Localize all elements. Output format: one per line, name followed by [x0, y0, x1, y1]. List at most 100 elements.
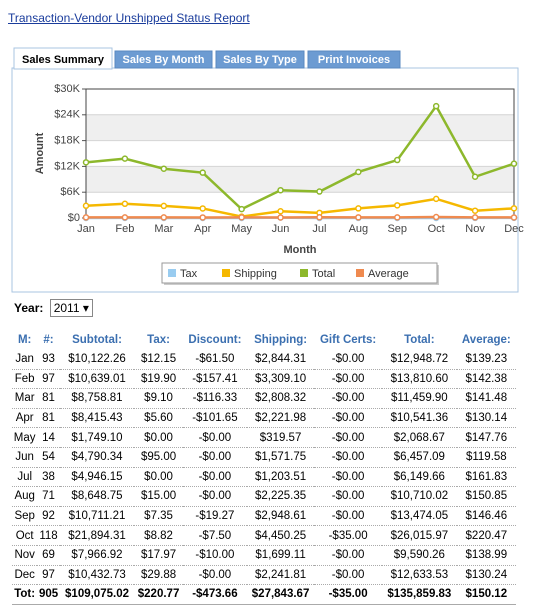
cell: $2,808.32: [247, 388, 315, 409]
cell: $119.58: [456, 447, 516, 468]
cell: $15.00: [134, 486, 183, 507]
point: [160, 202, 168, 210]
cell: -$101.65: [182, 408, 247, 429]
cell: -$0.00: [182, 427, 247, 448]
cell: $13,810.60: [382, 369, 457, 390]
cell: -$0.00: [314, 467, 383, 488]
cell: $3,309.10: [247, 369, 315, 390]
cell: $147.76: [456, 427, 516, 448]
legend-label: Tax: [180, 268, 198, 280]
cell: $0.00: [134, 467, 183, 488]
tab-label[interactable]: Sales By Month: [123, 54, 205, 66]
point: [471, 214, 479, 221]
tab-label[interactable]: Sales Summary: [22, 54, 105, 66]
cell: $0.00: [134, 427, 183, 448]
cell: $29.88: [134, 565, 183, 586]
year-selector: Year: 2011 ▾: [14, 299, 93, 317]
cell: $19.90: [134, 369, 183, 390]
x-tick-label: Oct: [428, 223, 445, 235]
cell: Feb: [12, 369, 38, 390]
total-cell: $220.77: [134, 584, 183, 605]
legend-swatch: [222, 269, 230, 277]
point: [355, 168, 362, 176]
point: [432, 195, 440, 203]
legend: [161, 262, 438, 284]
cell: $10,639.01: [59, 369, 135, 390]
point: [394, 202, 401, 209]
cell: 81: [37, 388, 60, 409]
report-link[interactable]: Transaction-Vendor Unshipped Status Repo…: [8, 11, 250, 25]
cell: Nov: [12, 545, 38, 566]
point: [277, 214, 284, 221]
legend-swatch: [168, 269, 176, 277]
cell: -$10.00: [182, 545, 247, 566]
cell: $9,590.26: [382, 545, 457, 566]
y-tick-label: $6K: [60, 186, 80, 198]
table-row: Feb 97 $10,639.01 $19.90 -$157.41 $3,309.10 -$…: [12, 369, 516, 390]
cell: $130.24: [456, 565, 516, 586]
total-cell: -$473.66: [182, 584, 247, 605]
column-header: Average:: [461, 333, 511, 346]
cell: $12,633.53: [382, 565, 457, 586]
point: [199, 169, 206, 176]
cell: -$0.00: [314, 369, 383, 390]
tab-label[interactable]: Print Invoices: [318, 54, 390, 66]
cell: $141.48: [456, 388, 516, 409]
year-dropdown[interactable]: 2011 ▾: [49, 299, 93, 317]
series-line: [85, 197, 515, 218]
x-tick-label: Dec: [504, 223, 524, 235]
cell: $95.00: [134, 447, 183, 468]
cell: -$157.41: [182, 369, 247, 390]
cell: Mar: [12, 388, 38, 409]
cell: Sep: [12, 506, 38, 527]
cell: $6,457.09: [382, 447, 457, 468]
cell: $7,966.92: [59, 545, 135, 566]
table-row: Dec 97 $10,432.73 $29.88 -$0.00 $2,241.81 -$0.…: [12, 565, 516, 586]
cell: $11,459.90: [382, 388, 457, 409]
cell: -$0.00: [182, 467, 247, 488]
column-header: Gift Certs:: [319, 333, 377, 346]
cell: $142.38: [456, 369, 516, 390]
cell: $161.83: [456, 467, 516, 488]
cell: 81: [37, 408, 60, 429]
cell: -$0.00: [314, 486, 383, 507]
legend-label: Average: [368, 268, 409, 280]
y-tick-label: $12K: [54, 160, 80, 172]
sales-table: M: #: Subtotal: Tax: Discount: Shipping: Gift …: [12, 329, 516, 605]
cell: -$0.00: [182, 486, 247, 507]
table-row: Aug 71 $8,648.75 $15.00 -$0.00 $2,225.35 -$0.0…: [12, 486, 516, 507]
grid-band: [86, 114, 514, 141]
legend-swatch: [300, 269, 308, 277]
point: [432, 213, 440, 221]
tab-label[interactable]: Sales By Type: [223, 54, 297, 66]
table-row: May 14 $1,749.10 $0.00 -$0.00 $319.57 -$0.00 $2…: [12, 427, 516, 448]
year-label: Year:: [14, 301, 44, 315]
point: [199, 214, 206, 221]
tab[interactable]: [215, 50, 305, 69]
cell: Oct: [12, 525, 38, 546]
cell: $220.47: [456, 525, 516, 546]
cell: $13,474.05: [382, 506, 457, 527]
tab[interactable]: [307, 50, 401, 69]
point: [277, 186, 284, 194]
cell: 97: [37, 369, 60, 390]
cell: $8,415.43: [59, 408, 135, 429]
cell: $10,710.02: [382, 486, 457, 507]
cell: $8.82: [134, 525, 183, 546]
column-header: #:: [43, 333, 54, 346]
point: [199, 205, 206, 212]
total-cell: $135,859.83: [382, 584, 457, 605]
point: [160, 165, 168, 172]
tab[interactable]: [13, 47, 113, 70]
tab[interactable]: [114, 50, 213, 69]
point: [471, 173, 479, 181]
point: [394, 156, 401, 164]
cell: 38: [37, 467, 60, 488]
y-tick-label: $30K: [54, 83, 80, 95]
cell: $130.14: [456, 408, 516, 429]
cell: -$61.50: [182, 350, 247, 370]
cell: $1,571.75: [247, 447, 315, 468]
point: [82, 159, 90, 166]
x-tick-label: Jun: [272, 223, 290, 235]
